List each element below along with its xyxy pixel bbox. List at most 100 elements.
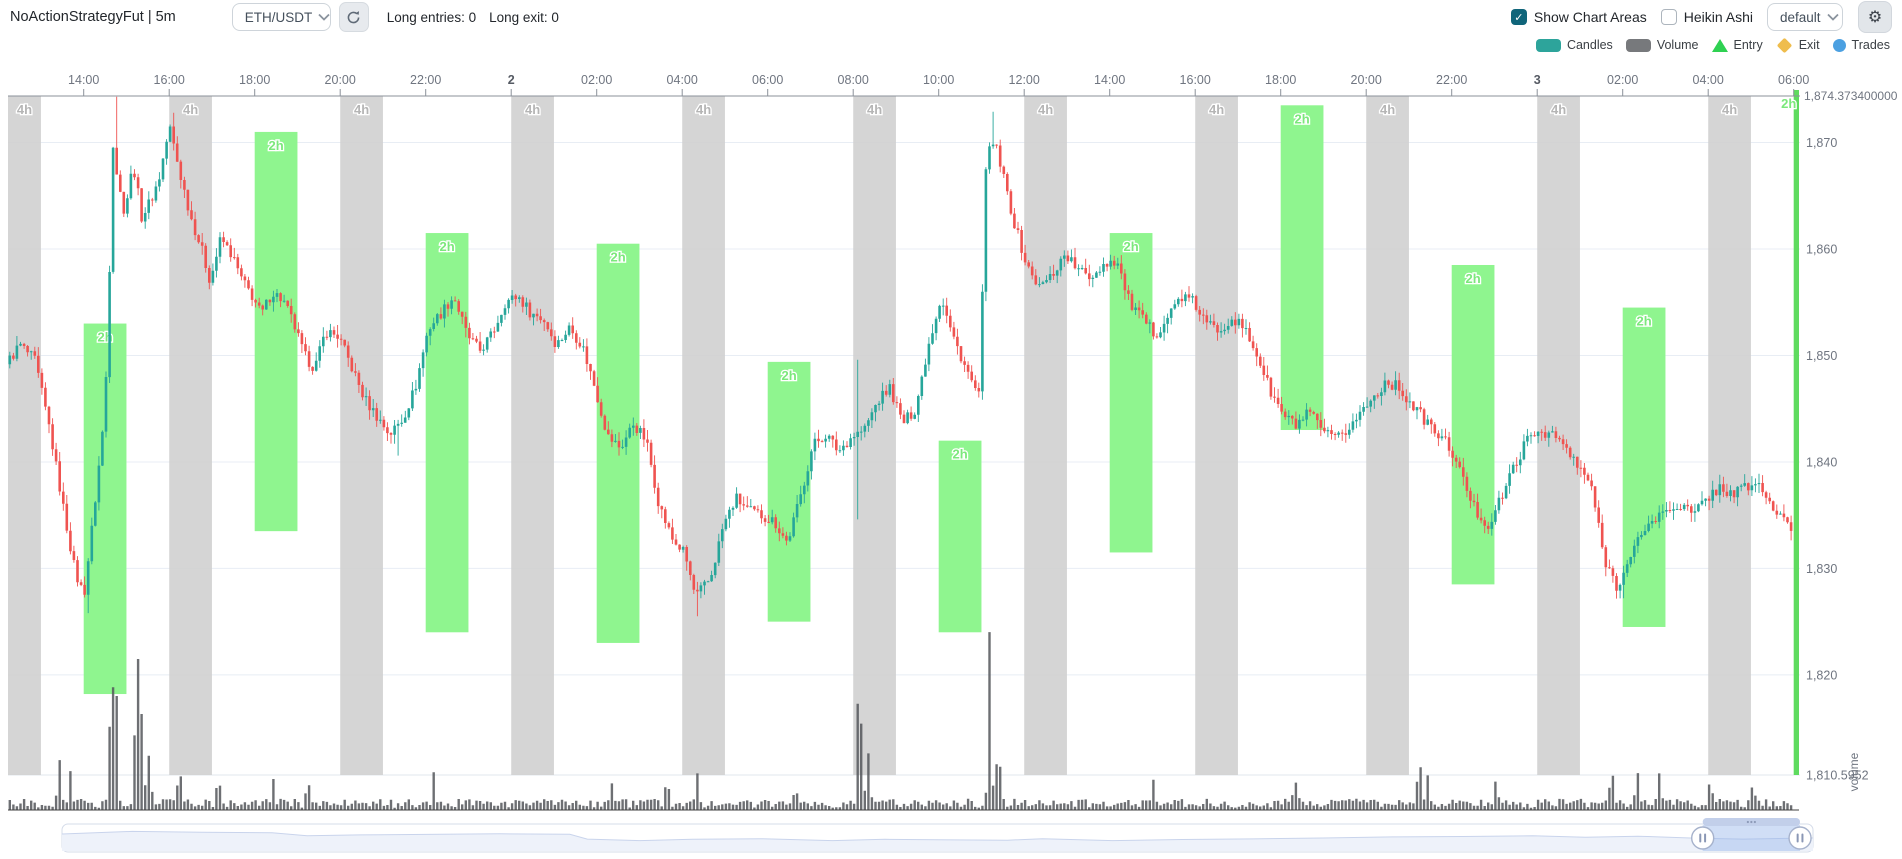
svg-text:2h: 2h	[1636, 314, 1651, 329]
svg-text:02:00: 02:00	[1607, 73, 1638, 87]
nav-handle-left[interactable]	[1690, 826, 1715, 850]
nav-selection[interactable]	[1702, 825, 1801, 851]
svg-text:20:00: 20:00	[325, 73, 356, 87]
svg-text:4h: 4h	[17, 102, 32, 117]
pause-icon	[1699, 833, 1702, 843]
price-gridlines	[8, 142, 1800, 776]
volume-bars	[8, 632, 1799, 811]
svg-text:4h: 4h	[1038, 102, 1053, 117]
svg-text:1,860: 1,860	[1806, 243, 1837, 257]
svg-text:08:00: 08:00	[838, 73, 869, 87]
svg-text:4h: 4h	[1551, 102, 1566, 117]
strategy-title: NoActionStrategyFut | 5m	[10, 9, 176, 25]
svg-text:10:00: 10:00	[923, 73, 954, 87]
chevron-down-icon	[318, 13, 330, 21]
toolbar-row: NoActionStrategyFut | 5m ETH/USDT Long e…	[0, 0, 1902, 34]
checkbox-unchecked-icon[interactable]	[1660, 9, 1677, 25]
svg-text:16:00: 16:00	[154, 73, 185, 87]
chart-header: NoActionStrategyFut | 5m ETH/USDT Long e…	[0, 0, 1902, 56]
svg-text:04:00: 04:00	[1693, 73, 1724, 87]
entry-marker-icon	[1711, 38, 1728, 52]
exit-marker-icon	[1776, 37, 1792, 53]
candles-marker-icon	[1535, 38, 1561, 52]
svg-text:2h: 2h	[781, 368, 796, 383]
legend-item-entry[interactable]: Entry	[1711, 38, 1763, 52]
legend-label: Volume	[1656, 38, 1699, 52]
refresh-button[interactable]	[338, 2, 369, 32]
svg-text:2h: 2h	[1294, 111, 1309, 126]
svg-text:06:00: 06:00	[752, 73, 783, 87]
svg-text:14:00: 14:00	[68, 73, 99, 87]
legend-item-candles[interactable]: Candles	[1535, 38, 1613, 52]
svg-text:2: 2	[508, 73, 515, 87]
heikin-ashi-label: Heikin Ashi	[1683, 9, 1753, 25]
navigator[interactable]	[61, 818, 1814, 853]
svg-text:2h: 2h	[1781, 96, 1796, 111]
svg-text:1,874.373400000: 1,874.373400000	[1804, 89, 1898, 103]
svg-text:1,850: 1,850	[1806, 349, 1837, 363]
trades-marker-icon	[1832, 38, 1846, 52]
svg-text:04:00: 04:00	[667, 73, 698, 87]
svg-text:06:00: 06:00	[1778, 73, 1809, 87]
chart-area-bands: 4h 2h 4h 2h 4h 2h 4h 2h 4h 2h 4h 2h 4h 2h 4h 2h 4h 2h 4h 2h…	[8, 90, 1799, 775]
svg-text:4h: 4h	[183, 102, 198, 117]
plot-config-value: default	[1780, 9, 1821, 25]
chart-legend: Candles Volume Entry Exit Trades	[0, 34, 1902, 56]
pair-select-value: ETH/USDT	[244, 9, 313, 25]
show-chart-areas-checkbox[interactable]: Show Chart Areas	[1510, 9, 1647, 25]
svg-text:16:00: 16:00	[1180, 73, 1211, 87]
legend-label: Trades	[1851, 38, 1890, 52]
svg-text:18:00: 18:00	[1265, 73, 1296, 87]
price-axis: 1,870 1,860 1,850 1,840 1,830 1,820 1,874.3734…	[1804, 89, 1898, 791]
svg-text:22:00: 22:00	[1436, 73, 1467, 87]
candles	[8, 96, 1793, 617]
chevron-down-icon	[1826, 13, 1839, 21]
plot-config-select[interactable]: default	[1767, 3, 1843, 31]
legend-label: Exit	[1798, 38, 1820, 52]
svg-text:22:00: 22:00	[410, 73, 441, 87]
chart-options-group: Show Chart Areas Heikin Ashi default ⚙	[1510, 1, 1892, 33]
svg-text:2h: 2h	[1465, 271, 1480, 286]
navigator-area	[62, 831, 1813, 851]
long-entries-stat: Long entries: 0	[386, 9, 477, 25]
legend-label: Entry	[1733, 38, 1763, 52]
svg-text:1,810.5952: 1,810.5952	[1806, 769, 1869, 783]
svg-text:1,870: 1,870	[1806, 136, 1837, 150]
legend-item-trades[interactable]: Trades	[1832, 38, 1890, 52]
svg-text:12:00: 12:00	[1009, 73, 1040, 87]
legend-item-volume[interactable]: Volume	[1625, 38, 1699, 52]
svg-text:14:00: 14:00	[1094, 73, 1125, 87]
checkbox-checked-icon[interactable]	[1510, 9, 1527, 25]
volume-marker-icon	[1625, 38, 1651, 52]
settings-button[interactable]: ⚙	[1858, 1, 1892, 33]
svg-text:2h: 2h	[1123, 239, 1138, 254]
legend-item-exit[interactable]: Exit	[1776, 37, 1820, 53]
nav-handle-right[interactable]	[1788, 826, 1812, 850]
svg-text:2h: 2h	[610, 250, 625, 265]
heikin-ashi-checkbox[interactable]: Heikin Ashi	[1660, 9, 1753, 25]
svg-text:20:00: 20:00	[1351, 73, 1382, 87]
svg-text:02:00: 02:00	[581, 73, 612, 87]
svg-text:2h: 2h	[268, 138, 283, 153]
svg-text:3: 3	[1534, 73, 1541, 87]
svg-text:4h: 4h	[867, 102, 882, 117]
svg-text:4h: 4h	[1209, 102, 1224, 117]
volume-axis-label: volume	[1847, 752, 1861, 791]
long-exit-stat: Long exit: 0	[489, 9, 559, 25]
pause-icon	[1796, 833, 1799, 843]
show-chart-areas-label: Show Chart Areas	[1533, 9, 1647, 25]
legend-label: Candles	[1566, 38, 1613, 52]
svg-text:1,820: 1,820	[1806, 668, 1837, 682]
svg-text:1,840: 1,840	[1806, 455, 1837, 469]
svg-text:4h: 4h	[1380, 102, 1395, 117]
svg-text:2h: 2h	[439, 239, 454, 254]
svg-text:4h: 4h	[696, 102, 711, 117]
gear-icon: ⚙	[1867, 9, 1883, 26]
svg-text:18:00: 18:00	[239, 73, 270, 87]
time-axis: 14:00 16:00 18:00 20:00 22:00 2 02:00 04:00 06:0…	[8, 73, 1809, 97]
svg-text:1,830: 1,830	[1806, 562, 1837, 576]
svg-text:2h: 2h	[952, 447, 967, 462]
pair-select[interactable]: ETH/USDT	[231, 3, 331, 31]
